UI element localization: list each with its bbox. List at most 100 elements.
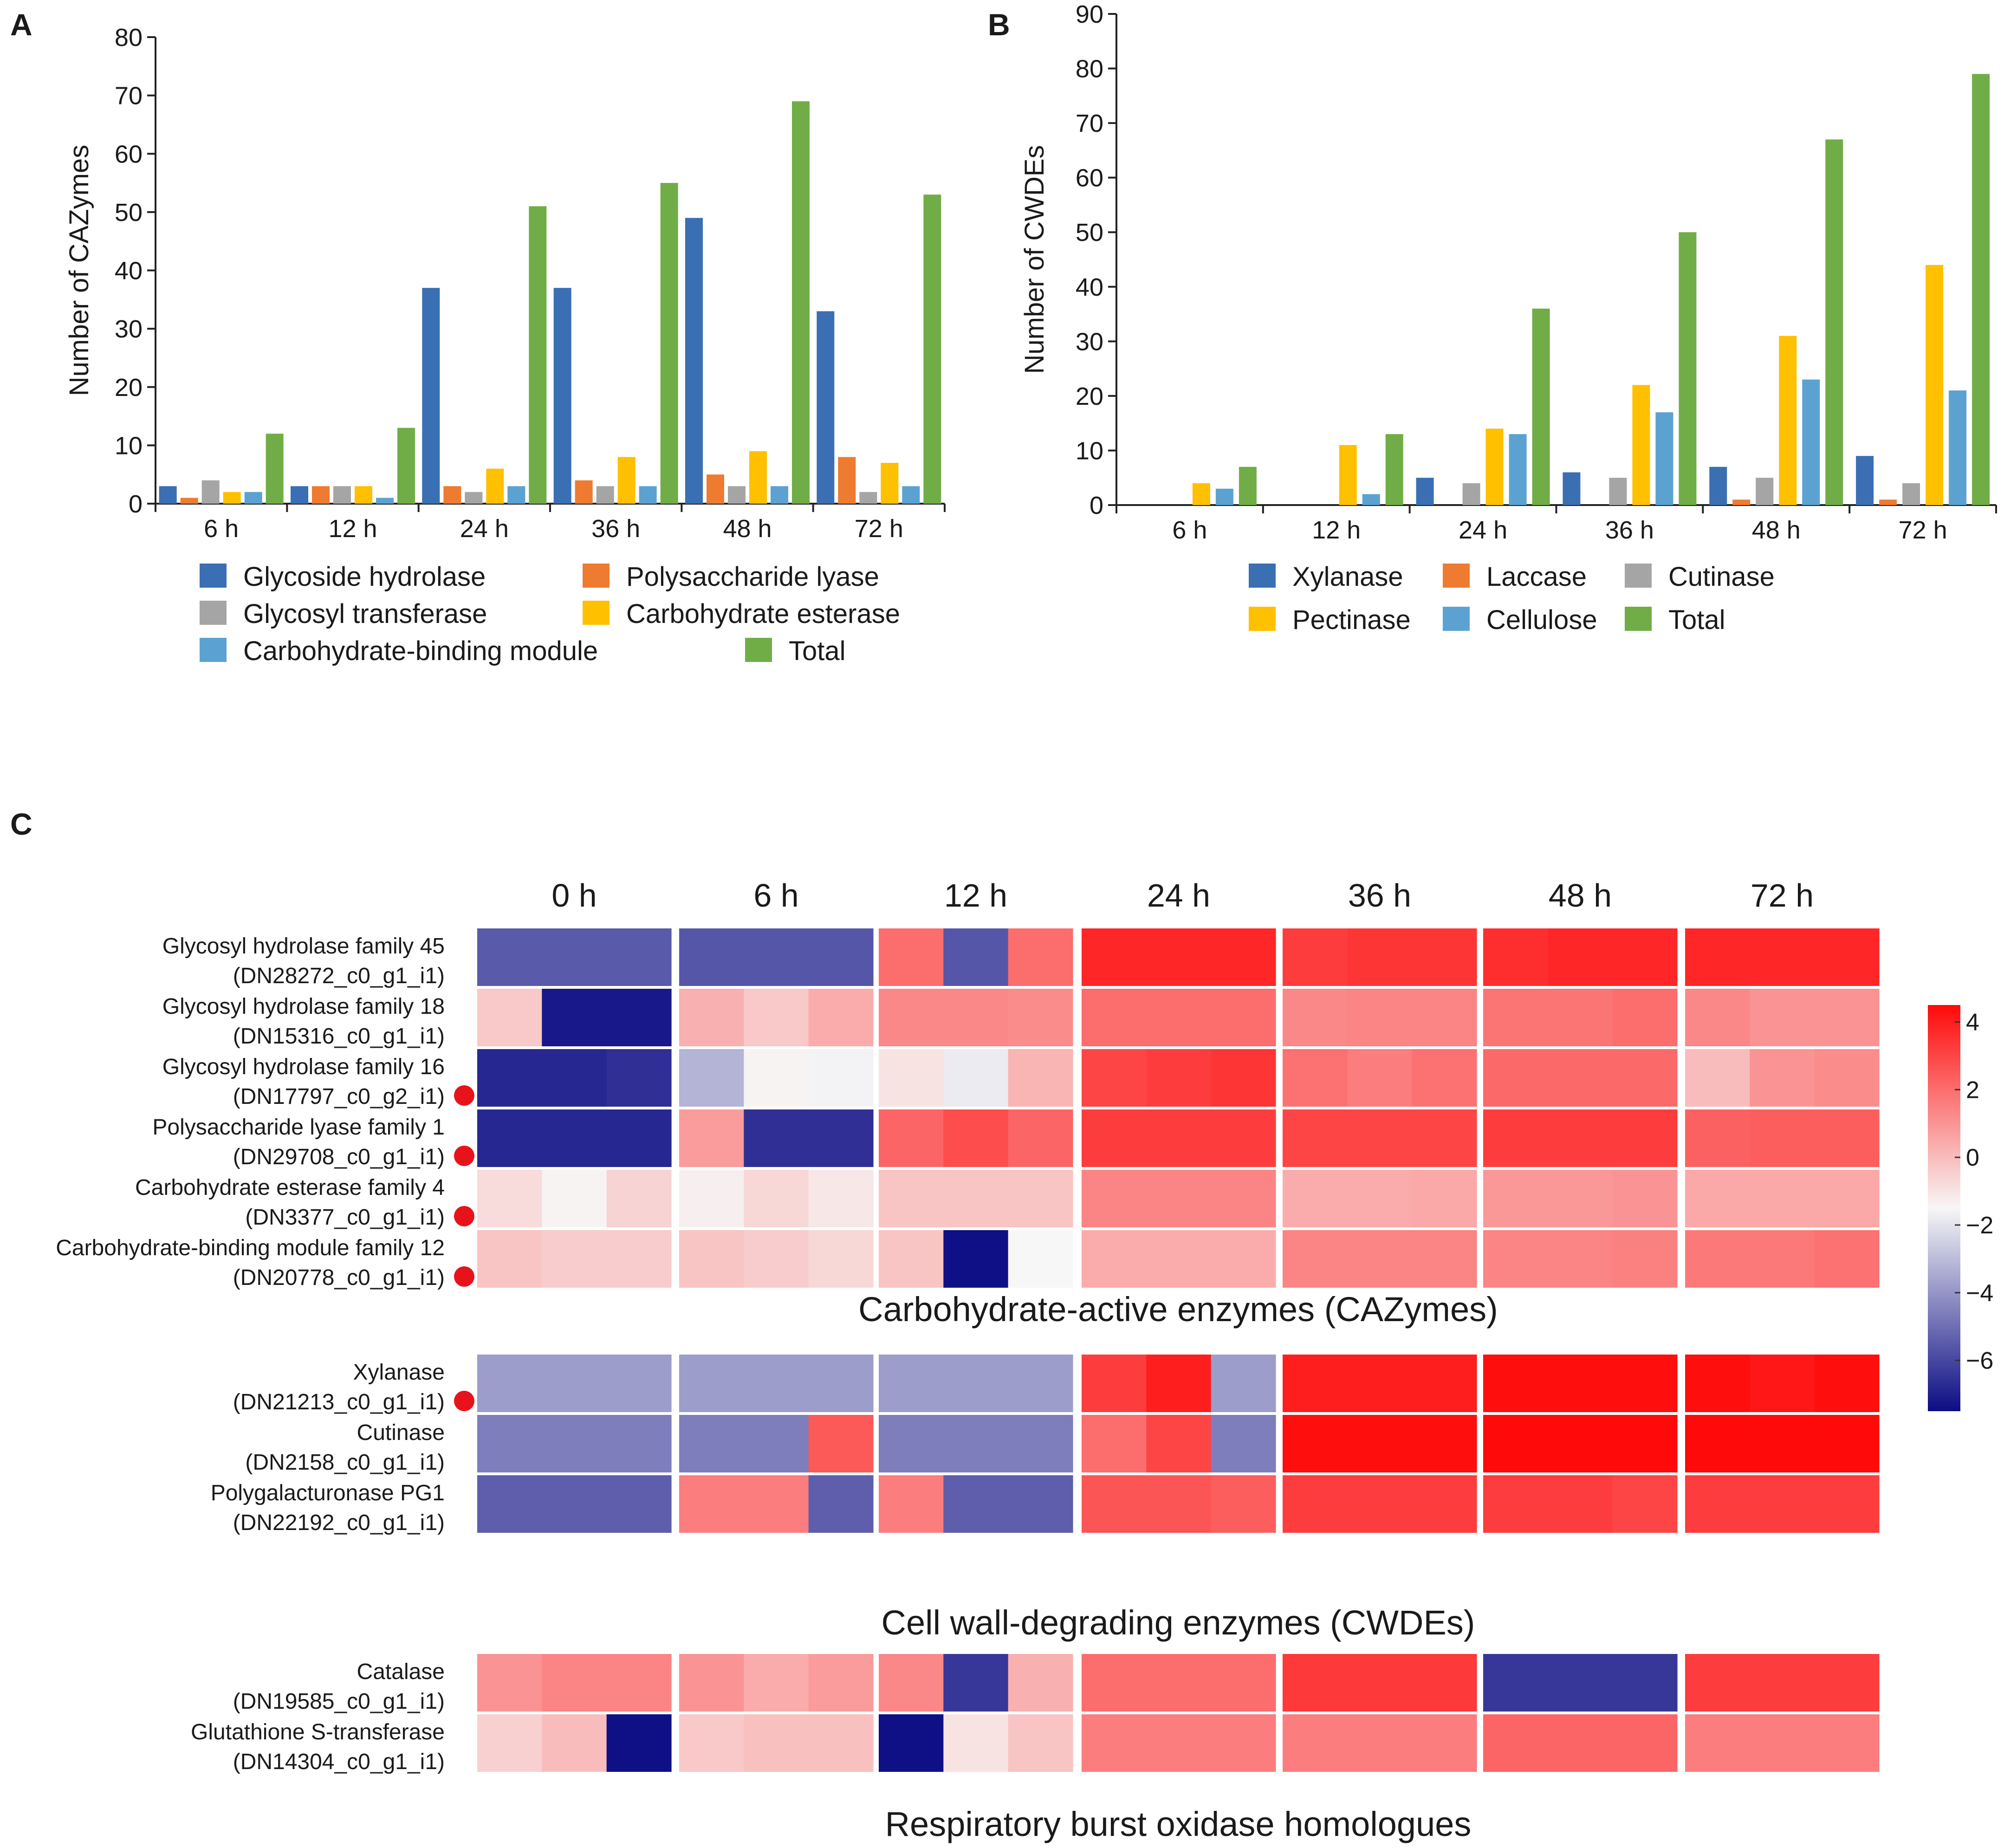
heatmap-cell [1283, 928, 1348, 986]
heatmap-cell [808, 1109, 874, 1167]
heatmap-cell [1082, 1355, 1147, 1412]
heatmap-group-title: Carbohydrate-active enzymes (CAZymes) [858, 1290, 1498, 1329]
heatmap-cell [1082, 1475, 1147, 1533]
heatmap-cell [606, 1109, 672, 1167]
heatmap-cell [1750, 1714, 1815, 1772]
row-id: (DN3377_c0_g1_i1) [245, 1205, 445, 1230]
heatmap-cell [606, 1415, 672, 1472]
heatmap-cell [808, 1475, 874, 1533]
legend-label: Polysaccharide lyase [626, 562, 879, 592]
bar [923, 195, 941, 504]
heatmap-column-label: 6 h [753, 877, 798, 914]
heatmap-cell [1814, 1049, 1880, 1107]
heatmap-cell [1814, 1170, 1880, 1227]
highlight-dot [454, 1206, 474, 1226]
heatmap-cell [679, 1109, 744, 1167]
heatmap-cell [943, 1109, 1009, 1167]
heatmap-cell [1548, 1415, 1613, 1472]
heatmap-cell [1008, 1230, 1073, 1288]
heatmap-cell [606, 928, 672, 986]
heatmap-cell [1412, 1475, 1477, 1533]
heatmap-cell [1750, 1049, 1815, 1107]
heatmap-cell [1483, 1230, 1548, 1288]
heatmap-cell [1008, 928, 1073, 986]
x-tick-label: 6 h [204, 515, 239, 543]
heatmap-cell [744, 1230, 809, 1288]
heatmap-cell [744, 1415, 809, 1472]
y-tick-label: 40 [115, 257, 143, 285]
bar [660, 183, 678, 504]
heatmap-cell [943, 1170, 1009, 1227]
heatmap-cell [1008, 1109, 1073, 1167]
heatmap-cell [542, 1714, 607, 1772]
bar [859, 492, 877, 504]
heatmap-cell [1146, 928, 1212, 986]
heatmap-column-label: 0 h [551, 877, 597, 914]
legend-label: Laccase [1486, 562, 1587, 592]
heatmap-cell [1211, 1415, 1276, 1472]
colorbar-tick-label: −6 [1966, 1348, 1993, 1375]
heatmap-cell [744, 1049, 809, 1107]
heatmap-cell [879, 1049, 944, 1107]
bar [266, 434, 284, 504]
x-tick-label: 72 h [1899, 516, 1947, 544]
heatmap-cell [1412, 1654, 1477, 1712]
heatmap-cell [879, 1109, 944, 1167]
heatmap-cell [1283, 1170, 1348, 1227]
heatmap-cell [1685, 1170, 1750, 1227]
y-tick-label: 70 [115, 82, 143, 110]
row-label: Glutathione S-transferase [191, 1720, 445, 1744]
x-tick-label: 36 h [591, 515, 640, 543]
heatmap-cell [1685, 1049, 1750, 1107]
heatmap-cell [1008, 989, 1073, 1046]
heatmap-cell [1814, 1415, 1880, 1472]
bar [1563, 472, 1581, 505]
y-tick-label: 40 [1076, 273, 1103, 301]
heatmap-cell [1412, 1230, 1477, 1288]
legend-swatch [1443, 564, 1470, 588]
bar [507, 486, 525, 504]
y-tick-label: 50 [1076, 219, 1103, 246]
heatmap-cell [1548, 1475, 1613, 1533]
heatmap-cell [744, 1714, 809, 1772]
row-label: Xylanase [353, 1360, 445, 1385]
bar [333, 486, 351, 504]
heatmap-cell [808, 928, 874, 986]
heatmap-cell [1412, 1355, 1477, 1412]
heatmap-cell [679, 1415, 744, 1472]
bar [1949, 390, 1967, 505]
bar [1879, 499, 1897, 505]
heatmap-cell [943, 1355, 1009, 1412]
y-tick-label: 30 [1076, 328, 1103, 356]
heatmap-cell [1211, 1654, 1276, 1712]
bar [397, 428, 415, 504]
heatmap-cell [808, 1415, 874, 1472]
legend-label: Carbohydrate-binding module [243, 636, 598, 666]
heatmap-cell [1283, 1049, 1348, 1107]
heatmap-cell [1347, 989, 1413, 1046]
legend-label: Cutinase [1668, 562, 1775, 592]
x-tick-label: 24 h [460, 515, 509, 543]
y-tick-label: 50 [115, 199, 143, 227]
heatmap-cell [606, 1230, 672, 1288]
row-label: Carbohydrate-binding module family 12 [56, 1236, 445, 1260]
colorbar-tick-label: −2 [1966, 1212, 1993, 1239]
heatmap-cell [1483, 1415, 1548, 1472]
heatmap-cell [1008, 1170, 1073, 1227]
x-tick-label: 12 h [1312, 516, 1361, 544]
bar [1856, 456, 1874, 505]
heatmap-cell [1211, 989, 1276, 1046]
heatmap-cell [1548, 1170, 1613, 1227]
heatmap-cell [1347, 1049, 1413, 1107]
heatmap-cell [1347, 1654, 1413, 1712]
heatmap-cell [879, 1230, 944, 1288]
heatmap-cell [679, 1355, 744, 1412]
heatmap-cell [1612, 1475, 1678, 1533]
heatmap-cell [1211, 1049, 1276, 1107]
heatmap-cell [1548, 1230, 1613, 1288]
legend-swatch [1443, 607, 1470, 631]
heatmap-cell [1483, 1109, 1548, 1167]
heatmap-cell [1412, 1714, 1477, 1772]
heatmap-cell [808, 989, 874, 1046]
bar [575, 480, 593, 504]
